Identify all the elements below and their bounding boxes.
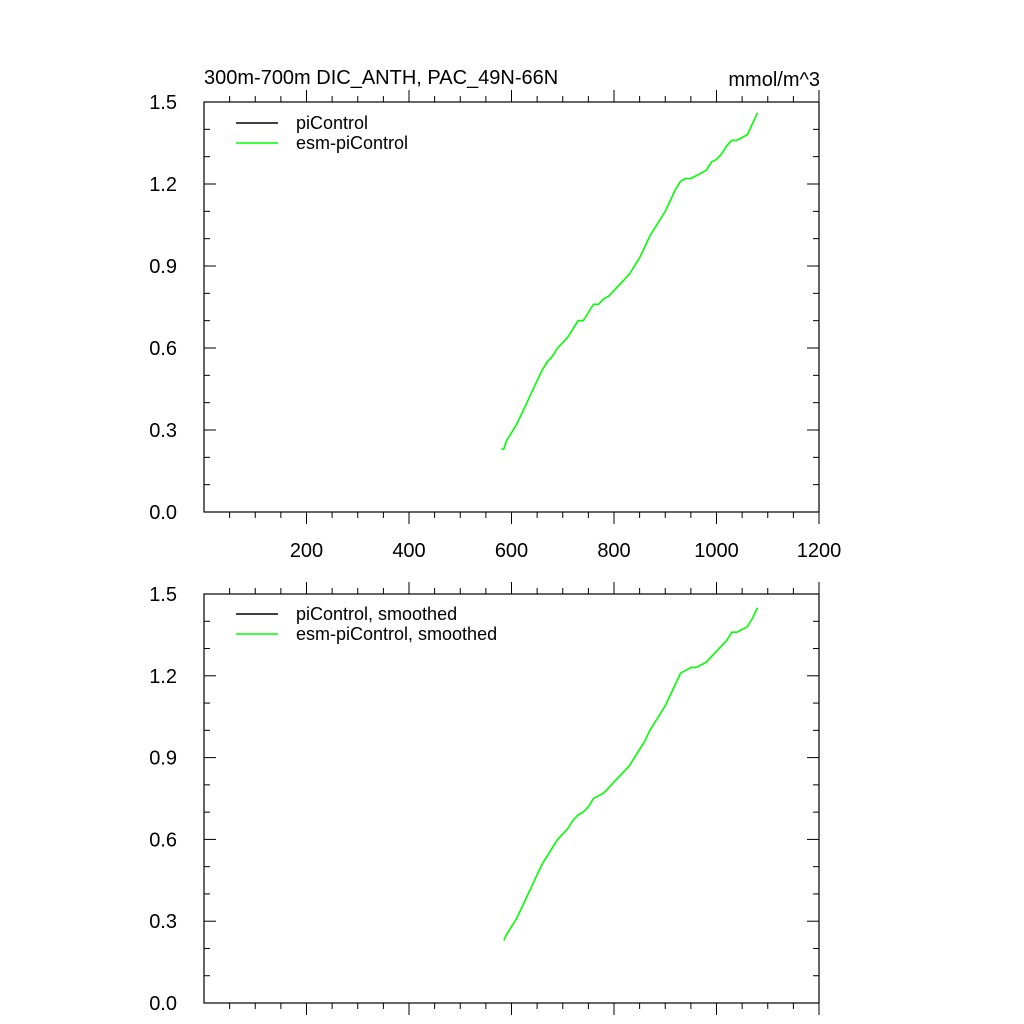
x-tick-label: 1000: [694, 540, 739, 562]
y-tick-label: 1.5: [149, 92, 177, 114]
bottom-plot-area: 0.0 0.3 0.6 0.9 1.2 1.5: [149, 582, 820, 1015]
series-line: [501, 112, 759, 450]
y-tick-label: 0.0: [149, 502, 177, 524]
top-plot-area: 0.0 0.3 0.6 0.9 1.2 1.5 200 400 600 800 1000 1200: [149, 90, 841, 562]
top-plot-panel: 300m-700m DIC_ANTH, PAC_49N-66N mmol/m^3…: [149, 67, 841, 562]
x-tick-label: 200: [290, 540, 323, 562]
x-tick-label: 600: [495, 540, 528, 562]
units-label: mmol/m^3: [728, 69, 820, 91]
x-tick-label: 400: [392, 540, 425, 562]
y-tick-label: 1.5: [149, 584, 177, 606]
y-tick-label: 0.9: [149, 256, 177, 278]
plot-frame: [203, 593, 820, 1004]
series-line: [503, 607, 759, 941]
legend-label: esm-piControl: [296, 133, 408, 153]
legend-label: piControl, smoothed: [296, 604, 457, 624]
plot-frame: [203, 101, 820, 513]
x-tick-label: 800: [597, 540, 630, 562]
y-tick-label: 0.6: [149, 829, 177, 851]
bottom-plot-panel: 0.0 0.3 0.6 0.9 1.2 1.5 piControl, smoothedes…: [149, 582, 820, 1015]
y-tick-label: 0.0: [149, 993, 177, 1015]
plot-title: 300m-700m DIC_ANTH, PAC_49N-66N: [204, 67, 558, 89]
y-tick-label: 1.2: [149, 174, 177, 196]
legend-label: piControl: [296, 113, 368, 133]
y-tick-label: 0.9: [149, 748, 177, 770]
y-tick-label: 0.6: [149, 338, 177, 360]
legend-label: esm-piControl, smoothed: [296, 624, 497, 644]
y-tick-label: 0.3: [149, 911, 177, 933]
x-tick-label: 1200: [797, 540, 842, 562]
y-tick-label: 0.3: [149, 420, 177, 442]
y-tick-label: 1.2: [149, 666, 177, 688]
